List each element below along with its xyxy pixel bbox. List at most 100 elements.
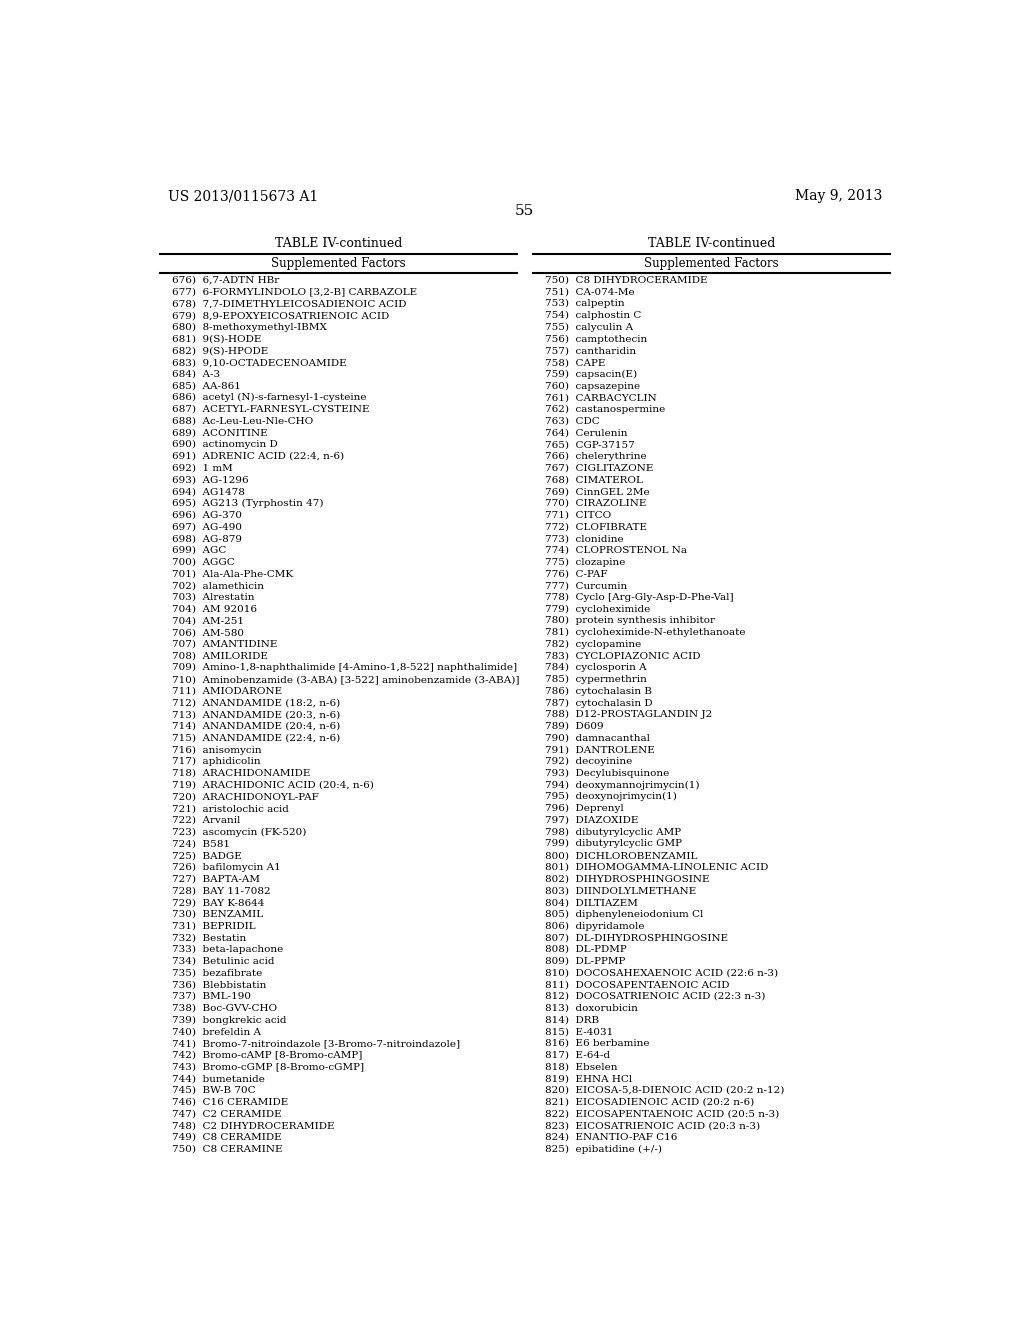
Text: 687)  ACETYL-FARNESYL-CYSTEINE: 687) ACETYL-FARNESYL-CYSTEINE bbox=[172, 405, 369, 414]
Text: 712)  ANANDAMIDE (18:2, n-6): 712) ANANDAMIDE (18:2, n-6) bbox=[172, 698, 340, 708]
Text: 721)  aristolochic acid: 721) aristolochic acid bbox=[172, 804, 289, 813]
Text: 792)  decoyinine: 792) decoyinine bbox=[545, 758, 632, 766]
Text: 742)  Bromo-cAMP [8-Bromo-cAMP]: 742) Bromo-cAMP [8-Bromo-cAMP] bbox=[172, 1051, 362, 1060]
Text: 781)  cycloheximide-N-ethylethanoate: 781) cycloheximide-N-ethylethanoate bbox=[545, 628, 745, 638]
Text: 805)  diphenyleneiodonium Cl: 805) diphenyleneiodonium Cl bbox=[545, 909, 703, 919]
Text: 703)  Alrestatin: 703) Alrestatin bbox=[172, 593, 254, 602]
Text: 812)  DOCOSATRIENOIC ACID (22:3 n-3): 812) DOCOSATRIENOIC ACID (22:3 n-3) bbox=[545, 991, 765, 1001]
Text: 700)  AGGC: 700) AGGC bbox=[172, 557, 234, 566]
Text: 823)  EICOSATRIENOIC ACID (20:3 n-3): 823) EICOSATRIENOIC ACID (20:3 n-3) bbox=[545, 1121, 760, 1130]
Text: 791)  DANTROLENE: 791) DANTROLENE bbox=[545, 746, 654, 755]
Text: 757)  cantharidin: 757) cantharidin bbox=[545, 346, 636, 355]
Text: US 2013/0115673 A1: US 2013/0115673 A1 bbox=[168, 189, 317, 203]
Text: 776)  C-PAF: 776) C-PAF bbox=[545, 569, 607, 578]
Text: 772)  CLOFIBRATE: 772) CLOFIBRATE bbox=[545, 523, 646, 532]
Text: 799)  dibutyrylcyclic GMP: 799) dibutyrylcyclic GMP bbox=[545, 840, 682, 849]
Text: 809)  DL-PPMP: 809) DL-PPMP bbox=[545, 957, 625, 966]
Text: 817)  E-64-d: 817) E-64-d bbox=[545, 1051, 609, 1060]
Text: 719)  ARACHIDONIC ACID (20:4, n-6): 719) ARACHIDONIC ACID (20:4, n-6) bbox=[172, 780, 374, 789]
Text: 756)  camptothecin: 756) camptothecin bbox=[545, 334, 647, 343]
Text: 736)  Blebbistatin: 736) Blebbistatin bbox=[172, 981, 266, 989]
Text: 686)  acetyl (N)-s-farnesyl-1-cysteine: 686) acetyl (N)-s-farnesyl-1-cysteine bbox=[172, 393, 367, 403]
Text: 749)  C8 CERAMIDE: 749) C8 CERAMIDE bbox=[172, 1133, 282, 1142]
Text: 698)  AG-879: 698) AG-879 bbox=[172, 535, 242, 543]
Text: 777)  Curcumin: 777) Curcumin bbox=[545, 581, 627, 590]
Text: 786)  cytochalasin B: 786) cytochalasin B bbox=[545, 686, 651, 696]
Text: 773)  clonidine: 773) clonidine bbox=[545, 535, 624, 543]
Text: 743)  Bromo-cGMP [8-Bromo-cGMP]: 743) Bromo-cGMP [8-Bromo-cGMP] bbox=[172, 1063, 364, 1072]
Text: Supplemented Factors: Supplemented Factors bbox=[644, 256, 778, 269]
Text: 741)  Bromo-7-nitroindazole [3-Bromo-7-nitroindazole]: 741) Bromo-7-nitroindazole [3-Bromo-7-ni… bbox=[172, 1039, 460, 1048]
Text: 715)  ANANDAMIDE (22:4, n-6): 715) ANANDAMIDE (22:4, n-6) bbox=[172, 734, 340, 743]
Text: 704)  AM-251: 704) AM-251 bbox=[172, 616, 244, 626]
Text: 822)  EICOSAPENTAENOIC ACID (20:5 n-3): 822) EICOSAPENTAENOIC ACID (20:5 n-3) bbox=[545, 1109, 779, 1118]
Text: 775)  clozapine: 775) clozapine bbox=[545, 557, 625, 566]
Text: 688)  Ac-Leu-Leu-Nle-CHO: 688) Ac-Leu-Leu-Nle-CHO bbox=[172, 417, 313, 426]
Text: 774)  CLOPROSTENOL Na: 774) CLOPROSTENOL Na bbox=[545, 546, 687, 554]
Text: 732)  Bestatin: 732) Bestatin bbox=[172, 933, 246, 942]
Text: 685)  AA-861: 685) AA-861 bbox=[172, 381, 241, 391]
Text: 798)  dibutyrylcyclic AMP: 798) dibutyrylcyclic AMP bbox=[545, 828, 681, 837]
Text: 720)  ARACHIDONOYL-PAF: 720) ARACHIDONOYL-PAF bbox=[172, 792, 318, 801]
Text: 754)  calphostin C: 754) calphostin C bbox=[545, 312, 641, 321]
Text: 778)  Cyclo [Arg-Gly-Asp-D-Phe-Val]: 778) Cyclo [Arg-Gly-Asp-D-Phe-Val] bbox=[545, 593, 733, 602]
Text: 825)  epibatidine (+/-): 825) epibatidine (+/-) bbox=[545, 1144, 662, 1154]
Text: 740)  brefeldin A: 740) brefeldin A bbox=[172, 1027, 261, 1036]
Text: 679)  8,9-EPOXYEICOSATRIENOIC ACID: 679) 8,9-EPOXYEICOSATRIENOIC ACID bbox=[172, 312, 389, 319]
Text: 801)  DIHOMOGAMMA-LINOLENIC ACID: 801) DIHOMOGAMMA-LINOLENIC ACID bbox=[545, 863, 768, 871]
Text: 762)  castanospermine: 762) castanospermine bbox=[545, 405, 665, 414]
Text: 735)  bezafibrate: 735) bezafibrate bbox=[172, 969, 262, 978]
Text: 55: 55 bbox=[515, 205, 535, 218]
Text: 747)  C2 CERAMIDE: 747) C2 CERAMIDE bbox=[172, 1109, 282, 1118]
Text: 764)  Cerulenin: 764) Cerulenin bbox=[545, 429, 627, 437]
Text: 766)  chelerythrine: 766) chelerythrine bbox=[545, 451, 646, 461]
Text: 707)  AMANTIDINE: 707) AMANTIDINE bbox=[172, 640, 278, 649]
Text: 789)  D609: 789) D609 bbox=[545, 722, 603, 731]
Text: 699)  AGC: 699) AGC bbox=[172, 546, 226, 554]
Text: 785)  cypermethrin: 785) cypermethrin bbox=[545, 675, 646, 684]
Text: 724)  B581: 724) B581 bbox=[172, 840, 229, 849]
Text: Supplemented Factors: Supplemented Factors bbox=[271, 256, 406, 269]
Text: 745)  BW-B 70C: 745) BW-B 70C bbox=[172, 1086, 255, 1094]
Text: 676)  6,7-ADTN HBr: 676) 6,7-ADTN HBr bbox=[172, 276, 279, 285]
Text: 677)  6-FORMYLINDOLO [3,2-B] CARBAZOLE: 677) 6-FORMYLINDOLO [3,2-B] CARBAZOLE bbox=[172, 288, 417, 297]
Text: 787)  cytochalasin D: 787) cytochalasin D bbox=[545, 698, 652, 708]
Text: 739)  bongkrekic acid: 739) bongkrekic acid bbox=[172, 1015, 286, 1024]
Text: 763)  CDC: 763) CDC bbox=[545, 417, 599, 426]
Text: 750)  C8 CERAMINE: 750) C8 CERAMINE bbox=[172, 1144, 283, 1154]
Text: 684)  A-3: 684) A-3 bbox=[172, 370, 220, 379]
Text: 716)  anisomycin: 716) anisomycin bbox=[172, 746, 261, 755]
Text: 695)  AG213 (Tyrphostin 47): 695) AG213 (Tyrphostin 47) bbox=[172, 499, 324, 508]
Text: 758)  CAPE: 758) CAPE bbox=[545, 358, 605, 367]
Text: 753)  calpeptin: 753) calpeptin bbox=[545, 300, 625, 309]
Text: 725)  BADGE: 725) BADGE bbox=[172, 851, 242, 861]
Text: 692)  1 mM: 692) 1 mM bbox=[172, 463, 232, 473]
Text: 691)  ADRENIC ACID (22:4, n-6): 691) ADRENIC ACID (22:4, n-6) bbox=[172, 451, 344, 461]
Text: TABLE IV-continued: TABLE IV-continued bbox=[274, 238, 402, 251]
Text: 729)  BAY K-8644: 729) BAY K-8644 bbox=[172, 898, 264, 907]
Text: 806)  dipyridamole: 806) dipyridamole bbox=[545, 921, 644, 931]
Text: 682)  9(S)-HPODE: 682) 9(S)-HPODE bbox=[172, 346, 268, 355]
Text: 730)  BENZAMIL: 730) BENZAMIL bbox=[172, 909, 263, 919]
Text: 683)  9,10-OCTADECENOAMIDE: 683) 9,10-OCTADECENOAMIDE bbox=[172, 358, 346, 367]
Text: 714)  ANANDAMIDE (20:4, n-6): 714) ANANDAMIDE (20:4, n-6) bbox=[172, 722, 340, 731]
Text: 681)  9(S)-HODE: 681) 9(S)-HODE bbox=[172, 334, 261, 343]
Text: 814)  DRB: 814) DRB bbox=[545, 1015, 599, 1024]
Text: 722)  Arvanil: 722) Arvanil bbox=[172, 816, 240, 825]
Text: 678)  7,7-DIMETHYLEICOSADIENOIC ACID: 678) 7,7-DIMETHYLEICOSADIENOIC ACID bbox=[172, 300, 407, 309]
Text: 755)  calyculin A: 755) calyculin A bbox=[545, 323, 633, 331]
Text: 783)  CYCLOPIAZONIC ACID: 783) CYCLOPIAZONIC ACID bbox=[545, 652, 700, 660]
Text: 748)  C2 DIHYDROCERAMIDE: 748) C2 DIHYDROCERAMIDE bbox=[172, 1121, 334, 1130]
Text: 800)  DICHLOROBENZAMIL: 800) DICHLOROBENZAMIL bbox=[545, 851, 697, 861]
Text: 769)  CinnGEL 2Me: 769) CinnGEL 2Me bbox=[545, 487, 649, 496]
Text: 815)  E-4031: 815) E-4031 bbox=[545, 1027, 613, 1036]
Text: 818)  Ebselen: 818) Ebselen bbox=[545, 1063, 617, 1072]
Text: 782)  cyclopamine: 782) cyclopamine bbox=[545, 640, 641, 649]
Text: 760)  capsazepine: 760) capsazepine bbox=[545, 381, 640, 391]
Text: 694)  AG1478: 694) AG1478 bbox=[172, 487, 245, 496]
Text: 710)  Aminobenzamide (3-ABA) [3-522] aminobenzamide (3-ABA)]: 710) Aminobenzamide (3-ABA) [3-522] amin… bbox=[172, 675, 519, 684]
Text: 750)  C8 DIHYDROCERAMIDE: 750) C8 DIHYDROCERAMIDE bbox=[545, 276, 708, 285]
Text: 689)  ACONITINE: 689) ACONITINE bbox=[172, 429, 267, 437]
Text: 759)  capsacin(E): 759) capsacin(E) bbox=[545, 370, 637, 379]
Text: 704)  AM 92016: 704) AM 92016 bbox=[172, 605, 257, 614]
